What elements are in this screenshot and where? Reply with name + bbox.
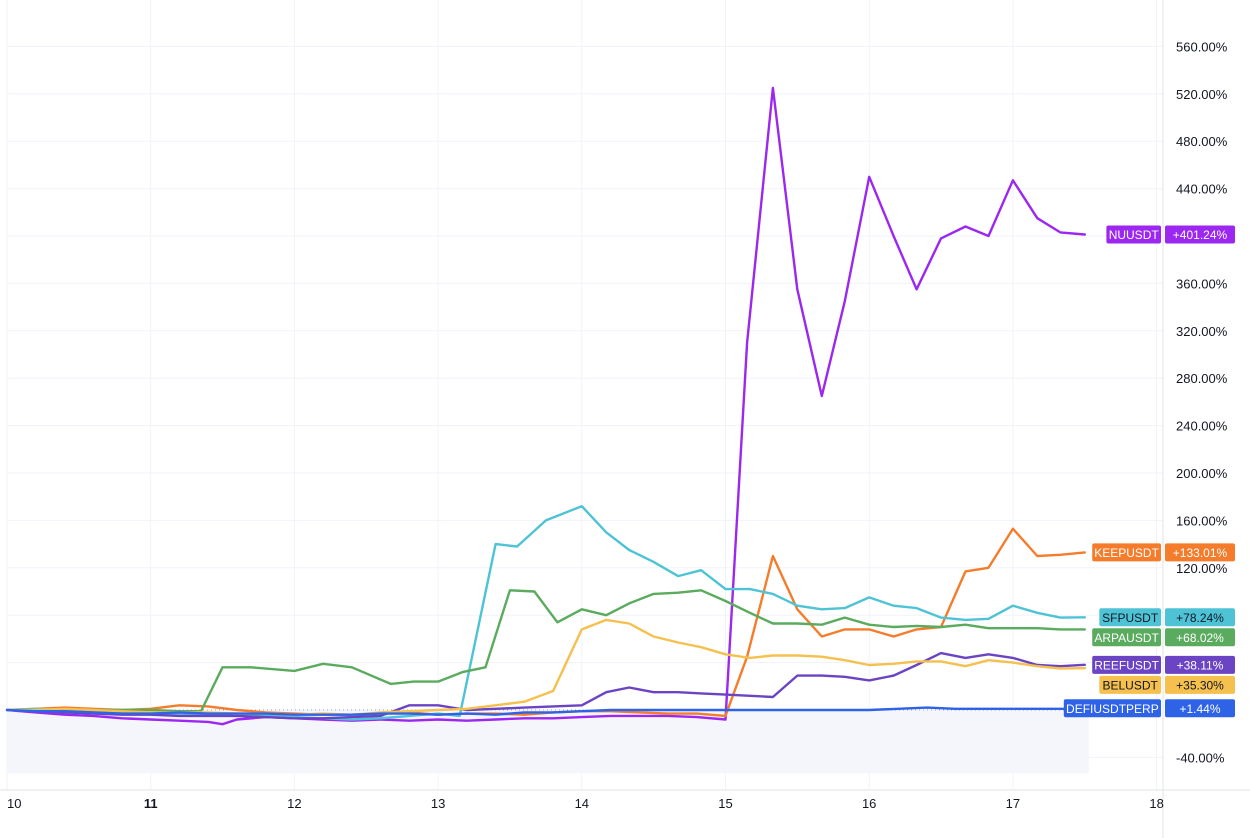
series-name: BELUSDT: [1102, 678, 1158, 692]
y-tick-label: 280.00%: [1176, 371, 1228, 386]
series-name: ARPAUSDT: [1094, 631, 1159, 645]
series-value-box: [1165, 608, 1235, 627]
series-line-keepusdt[interactable]: [5, 527, 1087, 718]
series-tag-belusdt[interactable]: BELUSDT +35.30%: [1099, 675, 1235, 694]
y-tick-label: 360.00%: [1176, 276, 1228, 291]
series-value: +133.01%: [1173, 546, 1228, 560]
y-tick-label: 160.00%: [1176, 513, 1228, 528]
x-tick-label: 12: [287, 796, 301, 811]
series-value-box: [1165, 675, 1235, 694]
series-value: +35.30%: [1176, 678, 1224, 692]
series-tag-arpausdt[interactable]: ARPAUSDT +68.02%: [1092, 628, 1235, 647]
y-tick-label: 320.00%: [1176, 324, 1228, 339]
series-tag-nuusdt[interactable]: NUUSDT +401.24%: [1106, 225, 1235, 244]
series-name-box: [1092, 655, 1161, 674]
x-tick-label: 10: [7, 796, 21, 811]
series-name-box: [1099, 675, 1161, 694]
x-axis[interactable]: 10 11 12 13 14 15 16 17 18: [0, 789, 1250, 811]
x-tick-label: 13: [431, 796, 445, 811]
y-tick-label: 240.00%: [1176, 419, 1228, 434]
series-line-defiusdtperp[interactable]: [5, 706, 1087, 716]
series-tag-reefusdt[interactable]: REEFUSDT +38.11%: [1092, 655, 1235, 674]
series-line-reefusdt[interactable]: [5, 651, 1087, 720]
grid: [6, 0, 1163, 790]
series-name: KEEPUSDT: [1094, 546, 1159, 560]
series-value: +1.44%: [1179, 702, 1220, 716]
series-tag-sfpusdt[interactable]: SFPUSDT +78.24%: [1099, 608, 1235, 627]
series-name-box: [1092, 628, 1161, 647]
y-tick-label: 480.00%: [1176, 134, 1228, 149]
series-line-nuusdt[interactable]: [5, 86, 1087, 726]
series-tags: NUUSDT +401.24% KEEPUSDT +133.01% SFPUSDT +78…: [1063, 225, 1235, 718]
x-tick-label: 11: [144, 796, 158, 811]
series-name: SFPUSDT: [1102, 611, 1159, 625]
x-tick-label: 16: [862, 796, 876, 811]
y-axis[interactable]: -40.00% 120.00% 160.00% 200.00% 240.00% 280.0…: [1176, 39, 1228, 765]
series-value-box: [1165, 655, 1235, 674]
series-name: REEFUSDT: [1094, 658, 1159, 672]
series-name-box: [1099, 608, 1161, 627]
series-value-box: [1165, 225, 1235, 244]
y-tick-label: 120.00%: [1176, 561, 1228, 576]
series-value-box: [1165, 543, 1235, 562]
series-name-box: [1092, 543, 1161, 562]
series-name-box: [1106, 225, 1161, 244]
series-line-sfpusdt[interactable]: [5, 505, 1087, 721]
series-lines: [5, 86, 1087, 726]
series-name: DEFIUSDTPERP: [1066, 702, 1159, 716]
y-tick-label: 200.00%: [1176, 466, 1228, 481]
y-tick-label: 440.00%: [1176, 182, 1228, 197]
series-value: +401.24%: [1173, 228, 1228, 242]
series-tag-defiusdtperp[interactable]: DEFIUSDTPERP +1.44%: [1063, 699, 1235, 718]
series-value: +78.24%: [1176, 611, 1224, 625]
y-tick-label: 560.00%: [1176, 39, 1228, 54]
x-tick-label: 14: [575, 796, 589, 811]
series-value: +38.11%: [1177, 658, 1224, 672]
x-tick-label: 18: [1149, 796, 1163, 811]
series-name: NUUSDT: [1109, 228, 1160, 242]
series-line-belusdt[interactable]: [5, 618, 1087, 716]
series-value: +68.02%: [1176, 631, 1224, 645]
series-name-box: [1063, 699, 1161, 718]
series-value-box: [1165, 628, 1235, 647]
series-value-box: [1165, 699, 1235, 718]
x-tick-label: 17: [1006, 796, 1020, 811]
x-tick-label: 15: [718, 796, 732, 811]
series-tag-keepusdt[interactable]: KEEPUSDT +133.01%: [1092, 543, 1235, 562]
y-tick-label: -40.00%: [1176, 750, 1225, 765]
y-tick-label: 520.00%: [1176, 87, 1228, 102]
